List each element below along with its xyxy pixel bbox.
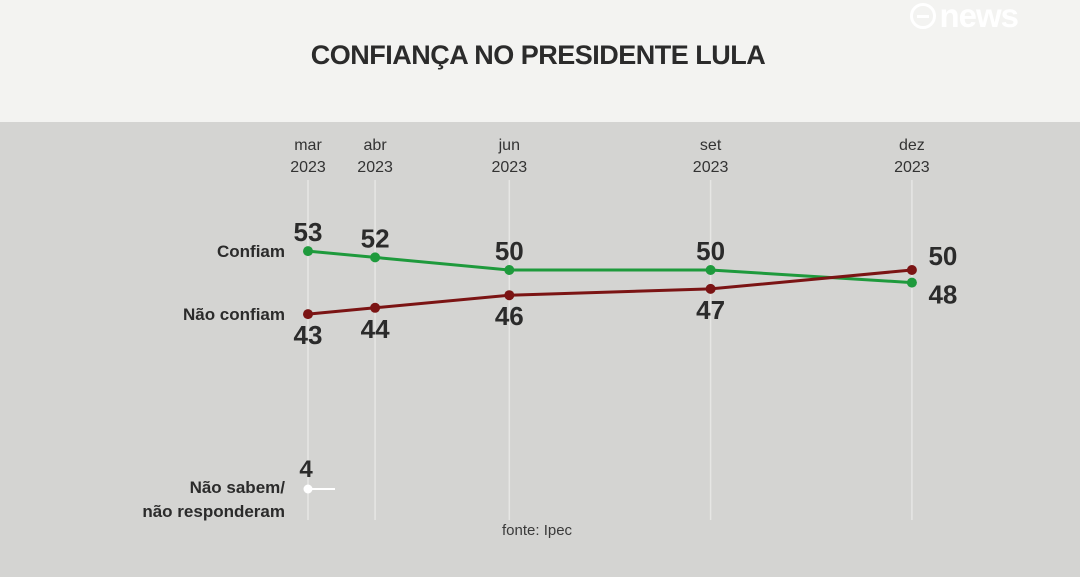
data-label: 50 [696,236,725,266]
data-label: 50 [928,241,957,271]
data-point [303,246,313,257]
data-point [906,277,917,288]
chart-title: CONFIANÇA NO PRESIDENTE LULA [310,40,766,70]
data-point [504,290,515,301]
x-tick-year: 2023 [357,159,393,176]
data-label: 50 [495,236,524,266]
data-label: 46 [495,301,524,331]
data-label: 44 [361,314,390,344]
x-tick-month: jun [498,137,520,154]
x-tick-year: 2023 [290,159,326,176]
logo-text: news [939,0,1019,34]
data-label: 47 [696,295,725,325]
data-point [504,265,515,275]
data-point [906,265,917,275]
header-band: CONFIANÇA NO PRESIDENTE LULA news [0,0,1080,122]
source-text: fonte: Ipec [502,522,573,539]
x-tick-month: mar [294,137,322,154]
series-label: não responderam [142,502,285,521]
x-tick-year: 2023 [693,159,729,176]
series-label: Não sabem/ [190,478,286,497]
data-point [705,265,716,275]
data-point [303,484,313,494]
data-label: 52 [361,223,390,253]
x-tick-month: abr [364,137,388,154]
x-tick-year: 2023 [492,159,528,176]
data-point [303,309,313,320]
data-label: 48 [928,280,957,310]
data-label: 53 [294,217,323,247]
x-tick-year: 2023 [894,159,930,176]
data-point [370,302,381,313]
globo-logo-icon [910,3,937,29]
data-point [370,252,381,263]
series-label: Não confiam [183,305,285,324]
x-tick-month: dez [899,137,925,154]
series-label: Confiam [217,242,285,261]
data-label: 4 [299,456,313,483]
x-tick-month: set [700,137,722,154]
data-label: 43 [294,320,323,350]
data-point [705,283,716,294]
channel-logo: news [910,0,1019,34]
